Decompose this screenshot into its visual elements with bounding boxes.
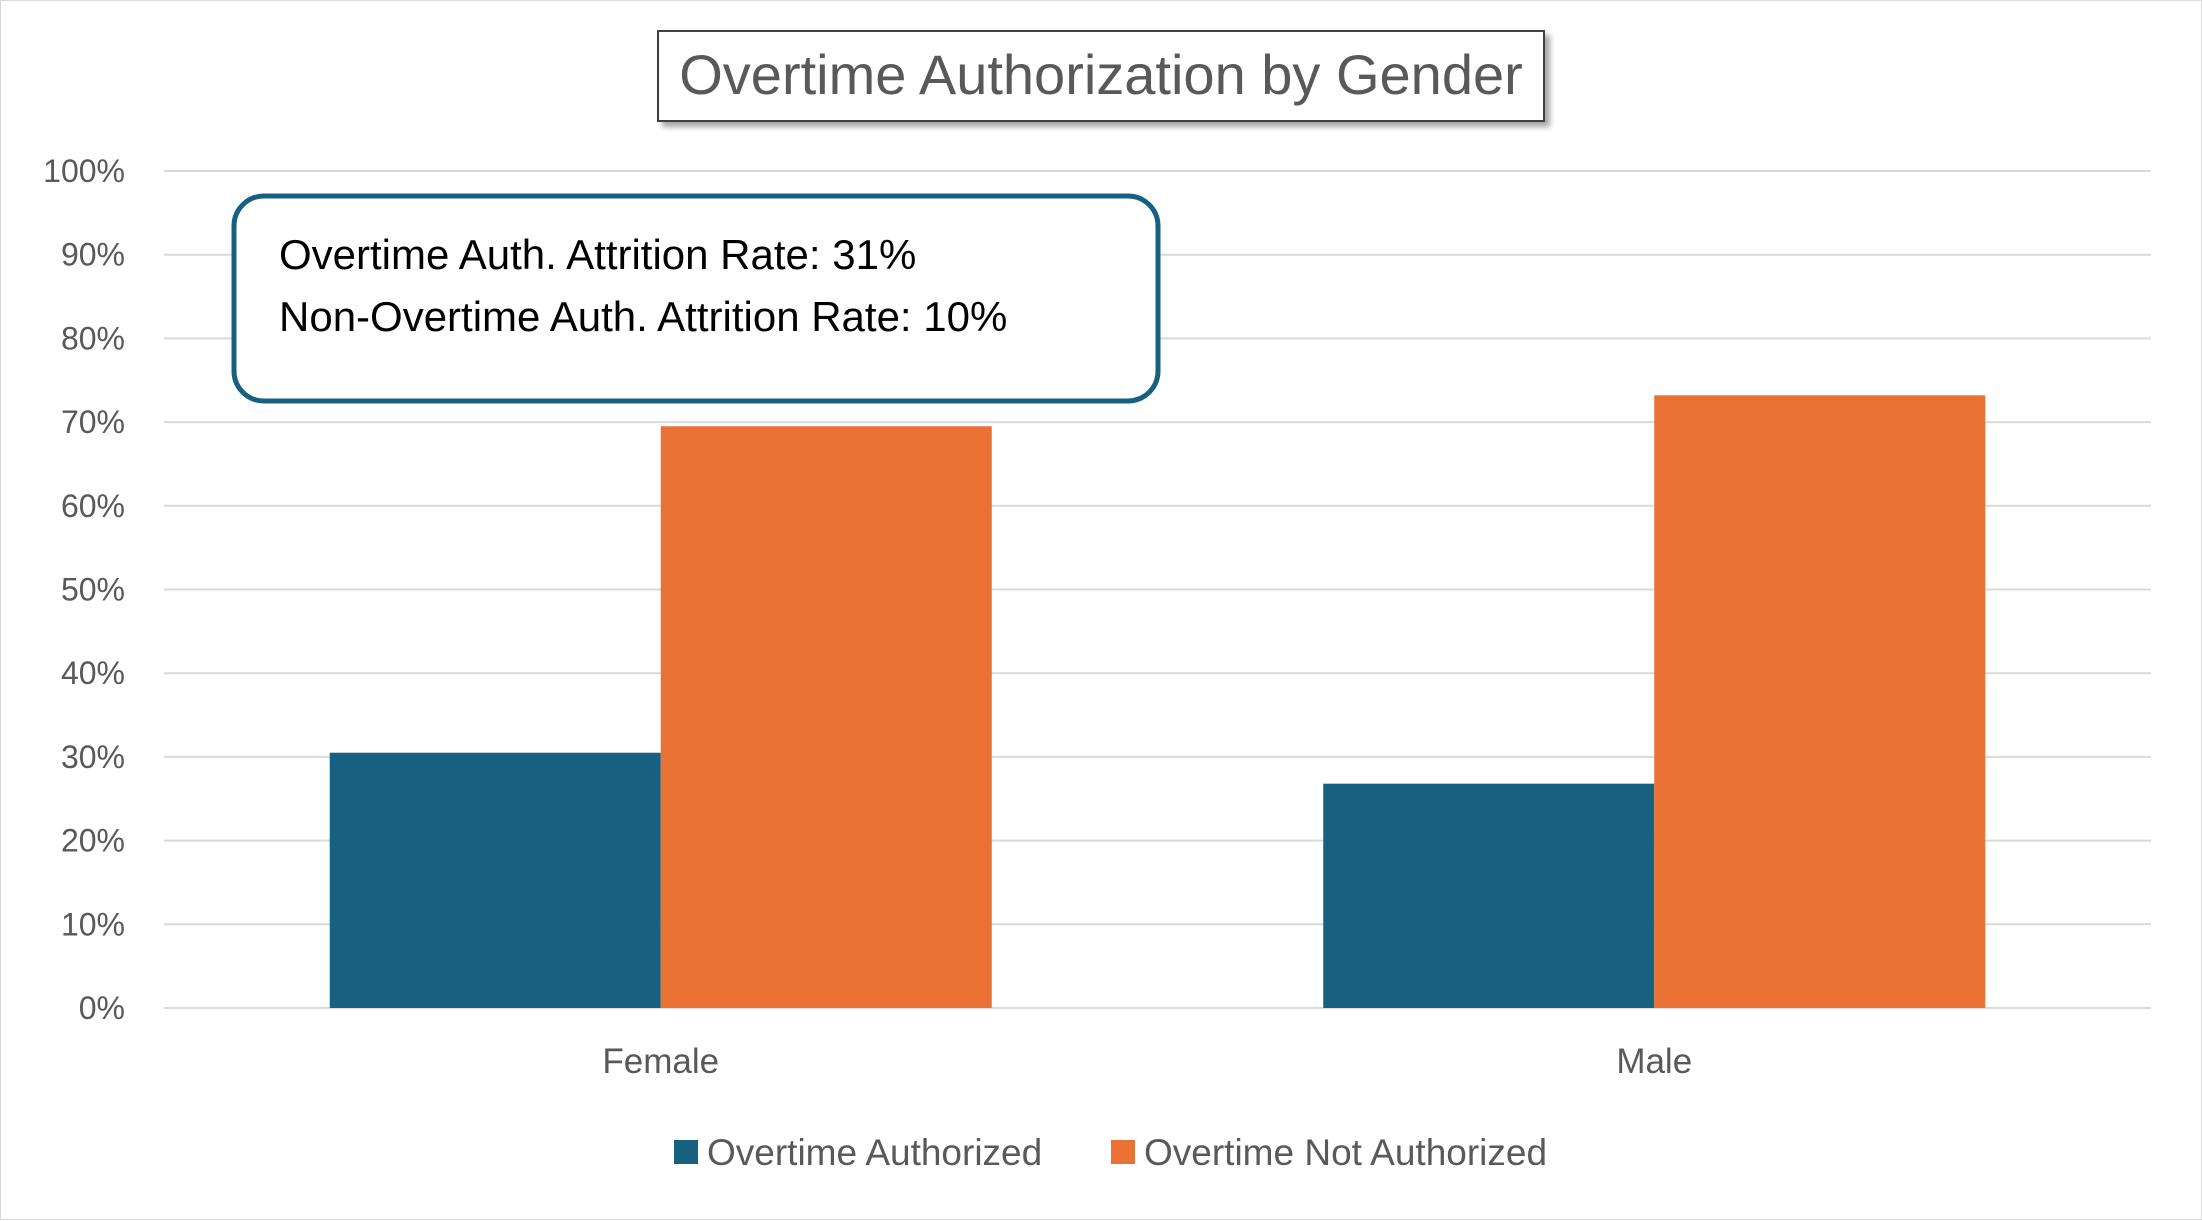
legend-swatch-overtime-authorized	[674, 1140, 698, 1164]
legend-swatch-overtime-not-authorized	[1111, 1140, 1135, 1164]
attrition-note-line-1: Overtime Auth. Attrition Rate: 31%	[279, 231, 916, 278]
y-tick-label: 70%	[61, 404, 125, 440]
y-tick-label: 80%	[61, 320, 125, 356]
attrition-note-frame	[231, 193, 1161, 404]
legend-label-overtime-not-authorized: Overtime Not Authorized	[1144, 1132, 1547, 1173]
legend-label-overtime-authorized: Overtime Authorized	[707, 1132, 1042, 1173]
bar-female-overtime-authorized	[329, 752, 661, 1008]
y-tick-label: 50%	[61, 572, 125, 608]
y-tick-label: 0%	[79, 990, 125, 1026]
bar-female-overtime-not-authorized	[660, 426, 992, 1008]
bar-male-overtime-authorized	[1323, 783, 1655, 1008]
x-axis-category-labels: Female Male	[602, 1042, 1692, 1081]
chart-title-box: Overtime Authorization by Gender	[657, 30, 1545, 122]
y-tick-label: 100%	[43, 153, 125, 189]
chart-title: Overtime Authorization by Gender	[679, 43, 1523, 106]
legend: Overtime Authorized Overtime Not Authori…	[674, 1132, 1547, 1173]
bar-male-overtime-not-authorized	[1654, 395, 1986, 1008]
y-tick-label: 10%	[61, 906, 125, 942]
attrition-note-line-2: Non-Overtime Auth. Attrition Rate: 10%	[279, 293, 1007, 340]
attrition-note-box: Overtime Auth. Attrition Rate: 31% Non-O…	[231, 193, 1161, 404]
x-category-label: Female	[602, 1042, 719, 1081]
y-axis-tick-labels: 0% 10% 20% 30% 40% 50% 60% 70% 80% 90% 100%	[43, 153, 125, 1026]
chart-title-frame	[657, 30, 1545, 122]
y-tick-label: 30%	[61, 739, 125, 775]
y-tick-label: 40%	[61, 655, 125, 691]
y-tick-label: 90%	[61, 237, 125, 273]
y-tick-label: 60%	[61, 488, 125, 524]
x-category-label: Male	[1616, 1042, 1692, 1081]
y-tick-label: 20%	[61, 823, 125, 859]
bars	[329, 395, 1986, 1008]
